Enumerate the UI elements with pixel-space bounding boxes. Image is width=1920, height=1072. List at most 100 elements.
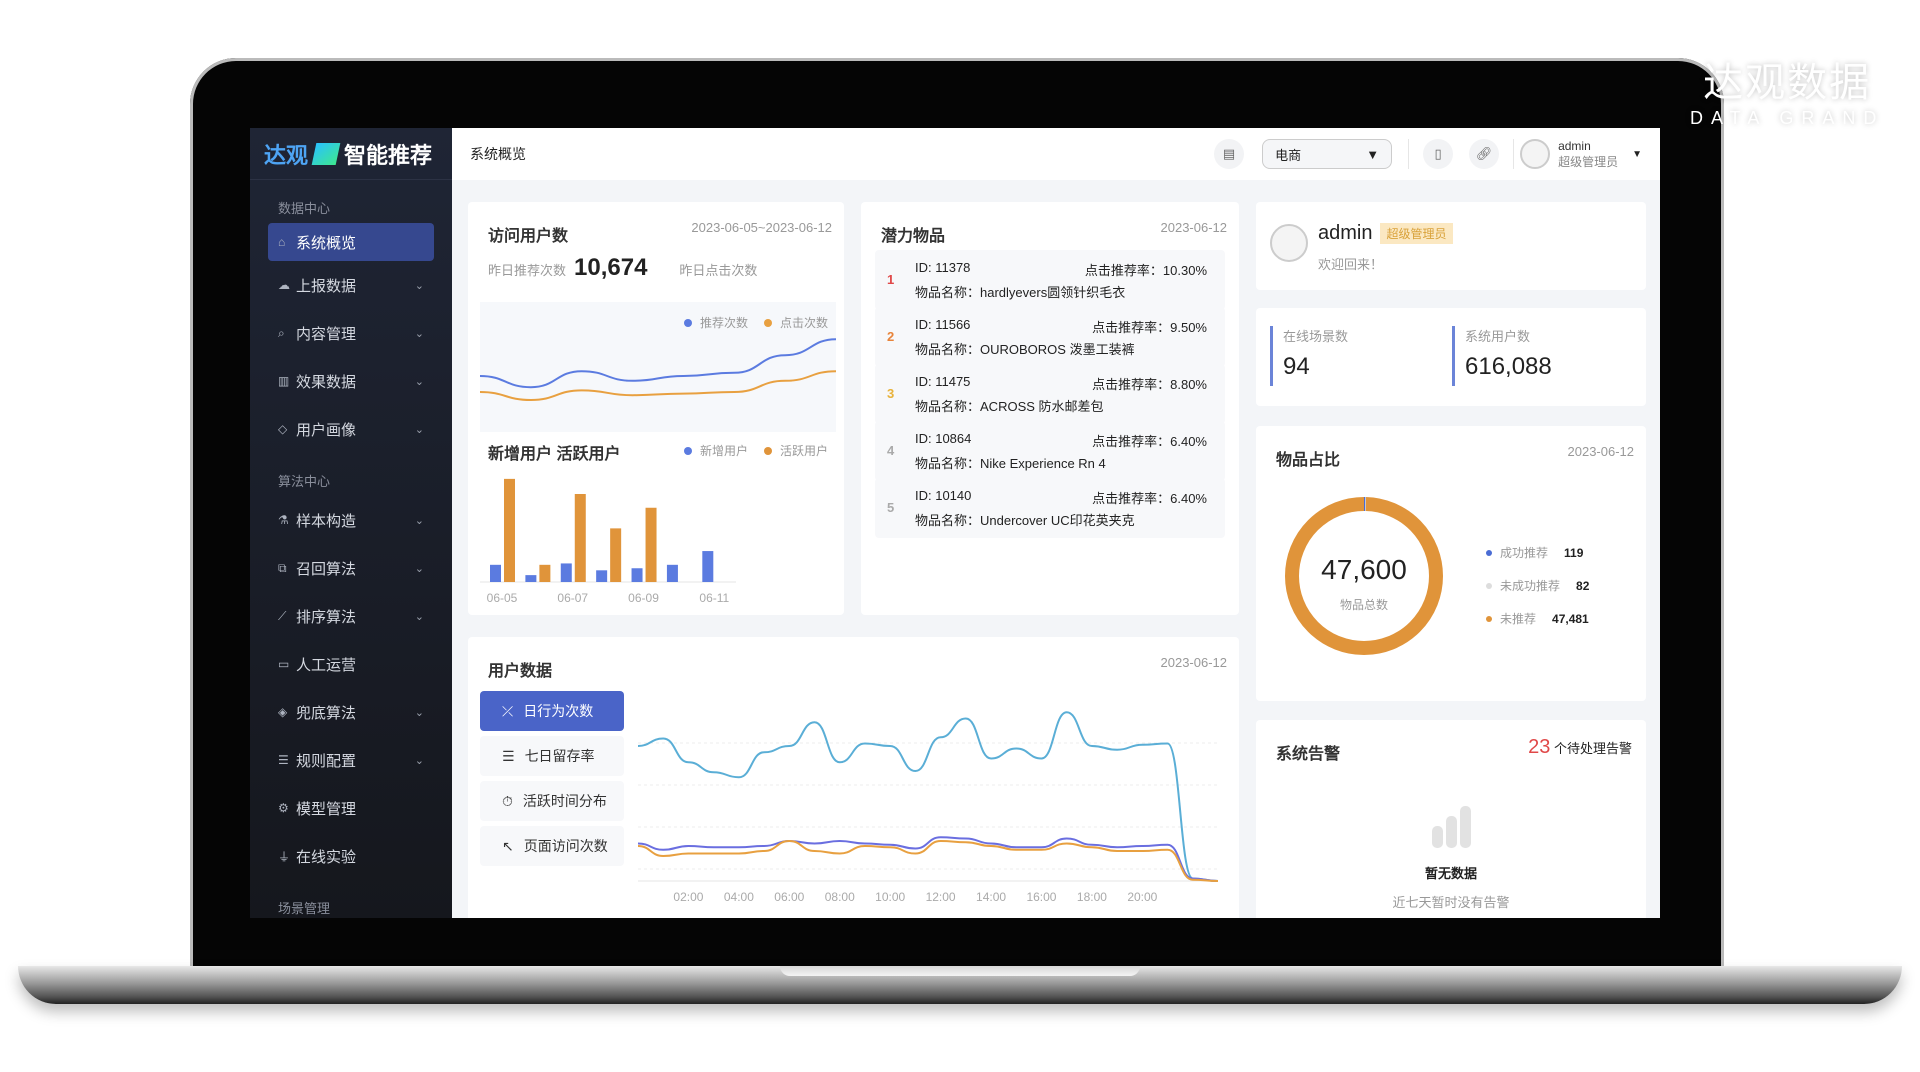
scene-select[interactable]: 电商 ▼ [1262,139,1393,169]
legend-value: 119 [1564,545,1584,560]
logo-mark-icon [311,142,341,165]
potential-item[interactable]: 1 ID: 11378 点击推荐率：10.30% 物品名称：hardlyever… [875,250,1225,310]
sidebar-item[interactable]: ⌂ 系统概览 [268,223,434,261]
chevron-down-icon: ⌄ [414,327,424,340]
chevron-down-icon: ⌄ [414,375,424,388]
sidebar-item[interactable]: ▥ 效果数据 ⌄ [268,357,434,405]
legend-dot [1486,549,1492,556]
sidebar-item-label: 兜底算法 [296,704,357,722]
sidebar-item[interactable]: ◇ 用户画像 ⌄ [268,405,434,453]
potential-item[interactable]: 3 ID: 11475 点击推荐率：8.80% 物品名称：ACROSS 防水邮差… [875,364,1225,424]
series-line [638,711,1219,882]
scene-value: 电商 [1275,147,1302,163]
item-id: ID: 10140 [915,488,972,503]
sidebar-section: 算法中心 [278,474,331,489]
visits-card: 访问用户数 2023-06-05~2023-06-12 昨日推荐次数 10,67… [468,202,844,615]
link-icon[interactable]: 🔗︎ [1469,139,1500,169]
caret-down-icon[interactable]: ▼ [1632,148,1642,160]
home-icon: ⌂ [278,235,286,249]
sidebar-item-label: 内容管理 [296,325,357,343]
user-data-tab[interactable]: ↖ 页面访问次数 [480,826,624,866]
legend-value: 82 [1576,578,1590,593]
stat-system-users: 系统用户数 616,088 [1452,326,1552,386]
sidebar-item[interactable]: ☰ 规则配置 ⌄ [268,736,434,784]
item-rank: 4 [887,443,895,458]
database-icon[interactable]: ▤ [1214,139,1245,169]
card-date: 2023-06-05~2023-06-12 [691,220,832,235]
sample-icon: ⚗ [278,513,289,527]
divider [1513,139,1515,169]
item-ratio-donut [1285,497,1443,655]
legend-dot [683,318,692,327]
avatar[interactable] [1520,139,1551,169]
name-label: 物品名称： [915,399,981,414]
page-title: 系统概览 [470,146,526,162]
welcome-greeting: 欢迎回来！ [1318,257,1384,272]
legend-label: 成功推荐 [1500,546,1549,560]
rate-label: 点击推荐率： [1092,434,1171,449]
sidebar-item[interactable]: ⌕ 内容管理 ⌄ [268,309,434,357]
potential-item[interactable]: 2 ID: 11566 点击推荐率：9.50% 物品名称：OUROBOROS 泼… [875,307,1225,367]
sidebar-item[interactable]: ⚗ 样本构造 ⌄ [268,496,434,544]
x-tick-label: 14:00 [976,890,1006,904]
sidebar-item[interactable]: ⧉ 召回算法 ⌄ [268,544,434,592]
x-tick-label: 16:00 [1026,890,1056,904]
sidebar-section: 数据中心 [278,201,331,216]
pie-legend-item: 未成功推荐 82 [1486,569,1589,602]
sidebar-item[interactable]: ⚙ 模型管理 [268,784,434,832]
sidebar: 达观 智能推荐 数据中心 ⌂ 系统概览 ☁ 上报数据 ⌄ ⌕ 内容管理 ⌄ ▥ 效果数据 ⌄ ◇ 用户画像… [250,128,452,918]
stat-online-scenes: 在线场景数 94 [1270,326,1348,386]
empty-bars-icon [1431,804,1471,848]
legend-dot [1486,582,1492,589]
item-rate: 9.50% [1170,320,1207,335]
chevron-down-icon: ⌄ [414,562,424,575]
empty-subtitle: 近七天暂时没有告警 [1392,895,1510,910]
monitor-icon: ▭ [278,657,290,671]
user-data-card: 用户数据 2023-06-12 ⤫ 日行为次数 ☰ 七日留存率 ⏱ 活跃时间分布 ↖ 页面访问… [468,637,1239,918]
chevron-down-icon: ⌄ [414,514,424,527]
card-title: 用户数据 [488,663,553,680]
bar [631,568,643,582]
user-menu[interactable]: admin 超级管理员 [1558,138,1618,170]
click-label: 昨日点击次数 [679,263,758,278]
divider [1408,139,1410,169]
potential-item[interactable]: 4 ID: 10864 点击推荐率：6.40% 物品名称：Nike Experi… [875,421,1225,481]
legend-label: 活跃用户 [779,444,828,458]
chart-background [480,302,836,432]
legend-dot [763,446,772,455]
item-rank: 2 [887,329,895,344]
sidebar-item[interactable]: ⟋ 排序算法 ⌄ [268,592,434,640]
sidebar-item[interactable]: ☁ 上报数据 ⌄ [268,261,434,309]
bar [525,575,537,582]
card-date: 2023-06-12 [1160,220,1228,235]
sidebar-item-label: 规则配置 [296,752,357,770]
pie-slice [1285,497,1443,655]
series-line [638,839,1219,882]
legend-label: 未推荐 [1500,612,1537,626]
user-data-tab[interactable]: ☰ 七日留存率 [480,736,624,776]
top-header: 系统概览 ▤ 电商 ▼ ▯ 🔗︎ admin 超级管理员 ▼ [452,128,1660,180]
donut-total-label: 物品总数 [1339,598,1388,612]
logo[interactable]: 达观 智能推荐 [250,128,452,180]
tab-label: 活跃时间分布 [522,793,607,809]
laptop-notch [780,966,1140,976]
card-date: 2023-06-12 [1567,444,1635,459]
user-name: admin [1558,139,1591,153]
document-icon[interactable]: ▯ [1423,139,1454,169]
sidebar-item[interactable]: ◈ 兜底算法 ⌄ [268,688,434,736]
pie-legend-item: 未推荐 47,481 [1486,602,1589,635]
card-title: 访问用户数 [488,228,569,245]
potential-item[interactable]: 5 ID: 10140 点击推荐率：6.40% 物品名称：Undercover … [875,478,1225,538]
gear-icon: ⚙ [278,801,289,815]
chevron-down-icon: ⌄ [414,754,424,767]
tab-label: 七日留存率 [524,748,595,764]
x-tick-label: 06-07 [557,591,588,605]
name-label: 物品名称： [915,456,981,471]
visits-line-chart [480,302,836,432]
item-rank: 1 [887,272,895,287]
card-title: 物品占比 [1276,452,1341,469]
sidebar-item[interactable]: ▭ 人工运营 [268,640,434,688]
user-data-tab[interactable]: ⏱ 活跃时间分布 [480,781,624,821]
user-data-tab[interactable]: ⤫ 日行为次数 [480,691,624,731]
sidebar-item[interactable]: ⏚ 在线实验 [268,832,434,880]
